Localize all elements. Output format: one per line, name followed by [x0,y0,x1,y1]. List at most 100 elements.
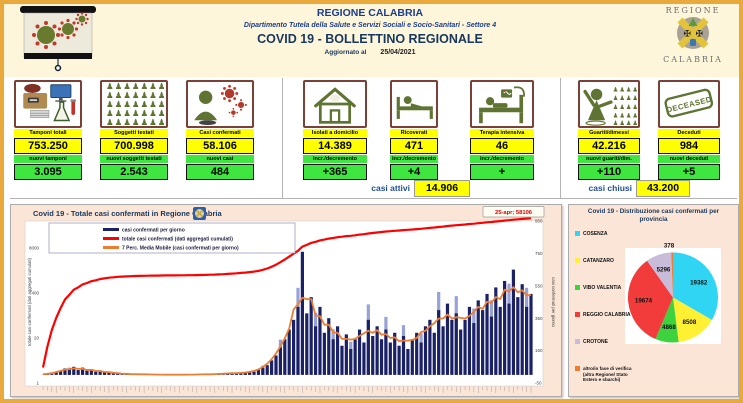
legend-label: CATANZARO [583,258,614,264]
card-sub-label: incr./decremento [303,155,367,163]
legend-label: COSENZA [583,231,608,237]
card-sub-value: +5 [658,164,720,180]
svg-text:8000: 8000 [29,246,40,251]
pie-slice [673,297,712,343]
card-sub-value: +365 [303,164,367,180]
card-label: Soggetti testati [100,129,168,137]
card-sub-label: incr./decremento [390,155,438,163]
cumulative-line [41,217,532,368]
time-chart-panel: Covid 19 - Totale casi confermati in Reg… [10,204,562,397]
updated-line: Aggiornato al 25/04/2021 [180,49,560,56]
card-value: 753.250 [14,138,82,154]
pie-slice [647,252,673,298]
legend-item-catanzaro: CATANZARO [575,258,639,264]
logo-text-regione: REGIONE [665,6,721,15]
svg-text:♟♟♟♟: ♟♟♟♟ [613,120,637,126]
stat-card-ricoverati: Ricoverati 471 incr./decremento +4 [390,80,438,180]
legend-label: altro/in fase di verifica (altra Regione… [583,366,632,382]
stat-card-soggetti: ♟♟♟♟♟♟♟ ♟♟♟♟♟♟♟ ♟♟♟♟♟♟♟ ♟♟♟♟♟♟♟ ♟♟♟♟♟♟♟ Sogg… [100,80,168,180]
card-value: 471 [390,138,438,154]
legend-item-crotone: CROTONE [575,339,639,345]
card-value: 58.106 [186,138,254,154]
stat-card-tamponi: Tamponi totali 753.250 nuovi tamponi 3.0… [14,80,82,180]
card-value: 46 [470,138,534,154]
svg-text:♟♟♟♟: ♟♟♟♟ [613,87,637,94]
svg-text:♟♟♟♟♟♟♟: ♟♟♟♟♟♟♟ [106,91,165,101]
legend-label: VIBO VALENTIA [583,285,622,291]
svg-text:150: 150 [535,348,543,353]
card-sub-value: 484 [186,164,254,180]
legend-swatch [575,312,580,317]
pie-legend: COSENZA CATANZARO VIBO VALENTIA REGGIO C… [575,231,639,403]
legend-label: REGGIO CALABRIA [583,312,631,318]
svg-text:♟♟♟♟♟♟♟: ♟♟♟♟♟♟♟ [106,109,165,119]
card-label: Isolati a domicilio [303,129,367,137]
svg-text:✠: ✠ [696,30,704,40]
card-sub-value: +4 [390,164,438,180]
casi-attivi-value: 14.906 [414,179,470,197]
card-sub-value: 3.095 [14,164,82,180]
pie-value-label: 4868 [662,324,676,331]
pie-value-label: 8508 [683,319,697,326]
card-sub-label: nuovi tamponi [14,155,82,163]
casi-chiusi-row: casi chiusi 43.200 [570,179,690,197]
daily-bars [41,251,533,375]
svg-text:♟♟♟♟: ♟♟♟♟ [613,104,637,111]
svg-text:♟♟♟♟: ♟♟♟♟ [613,95,637,102]
card-sub-label: incr./decremento [470,155,534,163]
card-value: 42.216 [578,138,640,154]
recovered-person-icon: ♟♟♟♟ ♟♟♟♟ ♟♟♟♟ ♟♟♟♟ ♟♟♟♟ [578,80,640,128]
pie-chart-title: Covid 19 - Distribuzione casi confermati… [587,208,720,224]
stat-card-isolati: Isolati a domicilio 14.389 incr./decreme… [303,80,367,180]
pie-slice [655,297,679,343]
legend-swatch [575,285,580,290]
card-sub-value: 2.543 [100,164,168,180]
pie-slice [627,260,673,339]
stat-card-casi-confermati: Casi confermati 58.106 nuovi casi 484 [186,80,254,180]
pie-value-label: 19382 [690,280,708,287]
stat-card-guariti: ♟♟♟♟ ♟♟♟♟ ♟♟♟♟ ♟♟♟♟ ♟♟♟♟ Guariti/dimessi 42.… [578,80,640,180]
pie-value-label: 378 [664,243,675,250]
region-title: REGIONE CALABRIA [316,7,424,19]
casi-chiusi-value: 43.200 [636,179,690,197]
card-group-divider [282,78,283,198]
hospital-bed-icon [390,80,438,128]
moving-average-line [42,286,532,376]
svg-text:♟♟♟♟♟♟♟: ♟♟♟♟♟♟♟ [106,100,165,110]
daily-cases-chart: 1 20 400 8000 -50 150 350 550 750 950 totale casi … [24,206,556,393]
card-label: Deceduti [658,129,720,137]
card-value: 14.389 [303,138,367,154]
calabria-emblem-icon: ✠ ✠ [677,17,709,49]
legend-swatch [575,339,580,344]
card-label: Ricoverati [390,129,438,137]
card-label: Tamponi totali [14,129,82,137]
chart-legend: casi confermati per giorno totale casi co… [48,222,296,254]
pie-chart-panel: Covid 19 - Distribuzione casi confermati… [568,204,739,397]
infected-person-icon [186,80,254,128]
casi-chiusi-label: casi chiusi [588,183,632,193]
legend-swatch [575,231,580,236]
svg-text:25-apr; 58106: 25-apr; 58106 [495,210,533,216]
svg-text:♟♟♟♟♟♟♟: ♟♟♟♟♟♟♟ [106,82,165,92]
house-icon [303,80,367,128]
updated-date: 25/04/2021 [380,49,416,56]
casi-attivi-label: casi attivi [371,183,410,193]
card-sub-label: nuovi deceduti [658,155,720,163]
legend-item-reggio-calabria: REGGIO CALABRIA [575,312,639,318]
deceased-stamp-icon: DECEASED [658,80,720,128]
legend-item-altro: altro/in fase di verifica (altra Regione… [575,366,639,383]
pie-slice [673,252,719,321]
legend-item-cosenza: COSENZA [575,231,639,237]
svg-text:1: 1 [36,381,39,386]
svg-text:7 Perc. Media Mobile (casi con: 7 Perc. Media Mobile (casi confermati pe… [122,245,239,251]
card-value: 984 [658,138,720,154]
icu-bed-icon [470,80,534,128]
card-sub-label: nuovi soggetti testati [100,155,168,163]
card-sub-label: nuovi casi [186,155,254,163]
svg-text:550: 550 [535,283,543,288]
province-pie-chart: 19382 8508 4868 19674 5296 378 [625,243,721,344]
pie-value-label: 19674 [635,298,653,305]
svg-text:totale casi confermati (dati a: totale casi confermati (dati aggregati c… [122,236,233,242]
card-group-divider [560,78,561,198]
